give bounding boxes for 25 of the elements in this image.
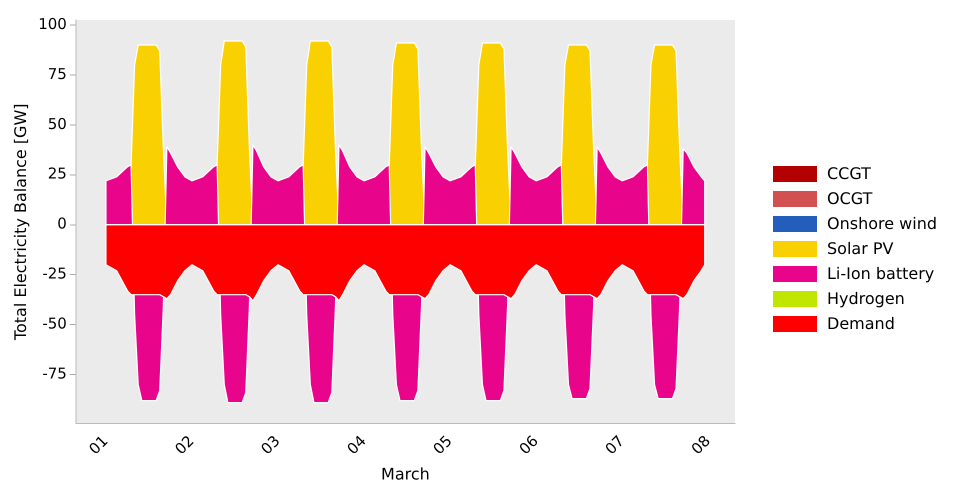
x-tick-label: 02 — [171, 432, 198, 458]
x-tick-label: 07 — [602, 432, 628, 458]
y-tick-label: 0 — [57, 214, 67, 233]
y-tick-label: 100 — [38, 14, 67, 33]
x-tick-label: 03 — [257, 432, 284, 458]
legend-label: Hydrogen — [827, 289, 905, 308]
legend-label: Solar PV — [827, 239, 894, 258]
x-tick-label: 05 — [430, 432, 456, 458]
legend-label: Demand — [827, 314, 895, 333]
y-axis-title: Total Electricity Balance [GW] — [10, 103, 30, 342]
y-tick-label: 50 — [48, 114, 67, 133]
x-tick-label: 01 — [85, 432, 112, 458]
y-tick-label: 25 — [48, 164, 67, 183]
legend-label: Li-Ion battery — [827, 264, 934, 283]
x-tick-label: 04 — [343, 432, 370, 458]
y-tick-label: 75 — [48, 64, 67, 83]
y-tick-label: -50 — [42, 314, 67, 333]
y-tick-label: -25 — [42, 264, 67, 283]
x-tick-label: 06 — [516, 432, 542, 458]
legend-label: OCGT — [827, 189, 872, 208]
legend-label: Onshore wind — [827, 214, 937, 233]
x-tick-label: 08 — [688, 432, 714, 458]
legend-label: CCGT — [827, 164, 871, 183]
x-axis-title: March — [381, 464, 430, 484]
y-tick-label: -75 — [42, 364, 67, 383]
